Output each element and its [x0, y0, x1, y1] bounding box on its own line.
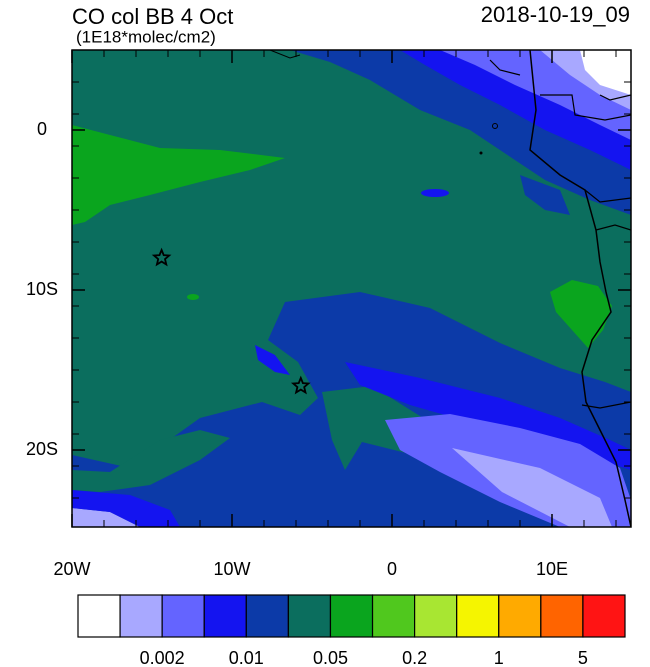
colorbar-label: 0.2: [402, 648, 427, 667]
map-subtitle: (1E18*molec/cm2): [76, 27, 216, 46]
colorbar-box: [456, 594, 500, 638]
site-marker: [290, 375, 311, 395]
x-tick-label: 20W: [53, 559, 90, 579]
colorbar-label: 0.002: [140, 648, 185, 667]
colorbar-box: [498, 594, 542, 638]
y-tick-label: 0: [37, 119, 47, 139]
colorbar-box: [119, 594, 163, 638]
x-tick-label: 10W: [213, 559, 250, 579]
x-tick-label: 0: [387, 559, 397, 579]
x-tick-label: 10E: [536, 559, 568, 579]
map-field: [72, 50, 631, 527]
colorbar-box: [161, 594, 205, 638]
colorbar-box: [540, 594, 584, 638]
colorbar-box: [329, 594, 374, 638]
site-marker: [151, 247, 172, 267]
y-tick-label: 10S: [26, 279, 58, 299]
colorbar-box: [582, 594, 626, 638]
colorbar-label: 5: [578, 648, 588, 667]
colorbar-box: [245, 594, 289, 638]
map-title: CO col BB 4 Oct: [72, 4, 233, 29]
colorbar-label: 1: [494, 648, 504, 667]
colorbar-label: 0.01: [229, 648, 264, 667]
y-tick-label: 20S: [26, 439, 58, 459]
colorbar-box: [203, 594, 247, 638]
timestamp: 2018-10-19_09: [481, 2, 630, 27]
colorbar-box: [77, 594, 121, 638]
colorbar-label: 0.05: [313, 648, 348, 667]
plot-frame: [71, 49, 632, 528]
colorbar-box: [371, 594, 416, 638]
colorbar-box: [414, 594, 458, 638]
colorbar-box: [287, 594, 332, 638]
